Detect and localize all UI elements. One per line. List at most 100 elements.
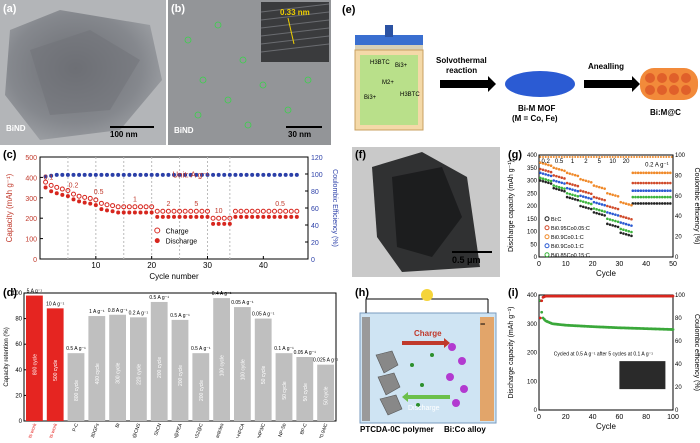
ion2: M2+ xyxy=(382,80,394,86)
g-point xyxy=(655,181,659,185)
g-point xyxy=(644,195,648,199)
chart-d: 0 20 40 60 80 100 Capacity retention (%) 5 A g⁻… xyxy=(4,289,339,443)
g-point xyxy=(603,210,606,213)
g-point xyxy=(666,189,669,192)
panel-h-label: (h) xyxy=(355,287,370,299)
g-point xyxy=(576,174,580,178)
y-tick-label: 60 xyxy=(15,342,22,348)
y-tick-label: 0 xyxy=(534,408,538,414)
y-tick-label: 200 xyxy=(25,216,37,223)
tem-image-a xyxy=(0,0,166,145)
x-tick-label: 20 xyxy=(562,414,570,421)
bar xyxy=(26,295,43,421)
ce-point xyxy=(665,156,668,159)
legend-charge-marker xyxy=(154,227,161,234)
g-point xyxy=(603,187,606,190)
ce-point xyxy=(222,172,227,177)
g-point xyxy=(539,179,542,182)
legend-label: Bi0.9Co0.1:C xyxy=(551,244,584,250)
g-point xyxy=(634,195,637,199)
category-label: Bi@3DGFs xyxy=(87,422,101,438)
bar-inside-label: 300 cycle xyxy=(116,362,122,383)
g-point xyxy=(622,215,625,219)
rate-label: 1 xyxy=(571,159,575,165)
bar-inside-label: 100 cycle xyxy=(240,359,246,380)
discharge-point xyxy=(239,214,243,219)
ce-point xyxy=(568,156,571,159)
g-point xyxy=(541,162,545,165)
g-point xyxy=(630,217,633,221)
g-point xyxy=(663,202,667,205)
g-point xyxy=(571,193,574,197)
discharge-point xyxy=(144,210,149,215)
legend-discharge-marker xyxy=(154,238,160,244)
discharge-point xyxy=(177,214,182,219)
discharge-point xyxy=(160,214,165,219)
rate-end-label: 0.2 A g⁻¹ xyxy=(645,162,669,168)
charge-point xyxy=(71,191,76,197)
g-point xyxy=(581,190,585,193)
g-point xyxy=(624,222,628,226)
ce-point xyxy=(625,156,628,159)
g-point xyxy=(639,202,643,205)
g-point xyxy=(630,224,633,227)
g-point xyxy=(639,195,643,199)
g-point xyxy=(563,177,566,180)
y-tick-label: 100 xyxy=(527,230,538,236)
bar-top-label: 0.5 A g⁻¹ xyxy=(170,313,190,319)
g-point xyxy=(544,178,547,181)
x-tick-label: 80 xyxy=(642,414,650,421)
discharge-point xyxy=(77,199,82,204)
g-point xyxy=(642,189,645,192)
g-point xyxy=(571,183,574,186)
g-point xyxy=(587,196,590,200)
g-point xyxy=(549,179,553,183)
y2-tick-label: 120 xyxy=(311,155,323,162)
bar xyxy=(46,308,64,421)
g-point xyxy=(549,170,553,174)
y-tick-label: 200 xyxy=(527,351,538,357)
charge-point xyxy=(149,204,155,210)
g-point xyxy=(636,202,640,205)
g-point xyxy=(660,189,664,192)
g-point xyxy=(666,181,669,185)
panel-g-label: (g) xyxy=(508,149,523,161)
step1b: reaction xyxy=(446,66,478,75)
ce-point xyxy=(166,172,171,177)
charge-point xyxy=(115,204,121,210)
ce-point xyxy=(560,156,563,159)
g-point xyxy=(595,185,598,188)
charge-point xyxy=(244,208,250,214)
ce-point xyxy=(635,156,638,159)
charge-point xyxy=(126,204,132,210)
g-point xyxy=(647,171,651,175)
discharge-point xyxy=(172,214,176,219)
bar-inside-label: 50 cycle xyxy=(303,383,309,402)
y2-tick-label: 20 xyxy=(311,240,319,247)
discharge-point xyxy=(199,214,204,219)
g-point xyxy=(592,207,596,210)
panel-i: (i) 0 20 40 60 80 100 0 100 200 300 400 0 20 40 60 80 10… xyxy=(505,285,700,438)
ce-point xyxy=(579,156,582,159)
rate-label: 2 xyxy=(166,201,170,208)
scalebar-b xyxy=(286,126,322,128)
bar xyxy=(213,298,230,421)
legend-marker xyxy=(544,252,550,258)
discharge-point xyxy=(166,214,171,219)
g-point xyxy=(669,171,672,175)
ce-point xyxy=(633,156,636,159)
x-tick-label: 30 xyxy=(616,261,624,268)
g-point xyxy=(598,208,601,212)
ce-point xyxy=(659,156,662,159)
ce-point xyxy=(646,156,649,159)
ce-point xyxy=(172,172,176,177)
charge-point xyxy=(199,208,205,214)
panel-e-label: (e) xyxy=(342,4,356,16)
discharge-point xyxy=(244,214,249,219)
bar-top-label: 1 A g⁻¹ xyxy=(89,309,105,315)
legend-marker xyxy=(544,216,550,222)
minus-sign: − xyxy=(480,319,486,329)
g-point xyxy=(581,195,585,198)
chart-g: 0 10 20 30 40 5005010015020025030035040002040… xyxy=(508,153,700,278)
g-point xyxy=(652,189,656,192)
